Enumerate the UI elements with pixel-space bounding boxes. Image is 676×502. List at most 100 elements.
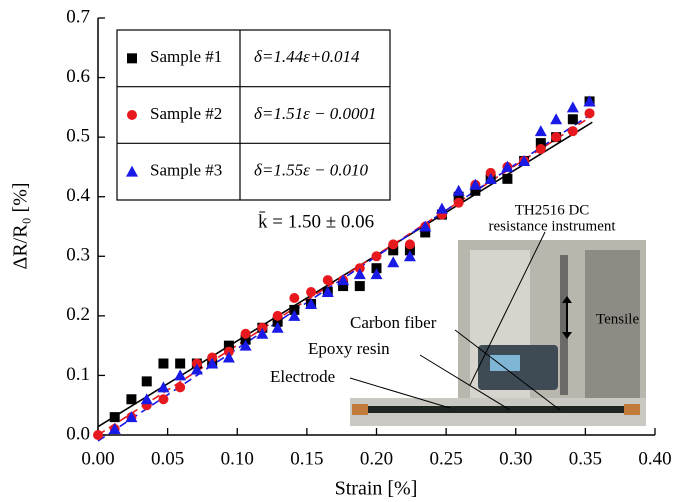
marker [550,113,563,125]
marker [584,108,595,119]
inset-label: TH2516 DC [515,202,590,218]
y-tick-label: 0.7 [66,6,90,27]
marker [388,245,399,256]
legend-equation: δ=1.44ε+0.014 [254,47,360,66]
marker [501,160,514,172]
marker [127,110,137,120]
x-tick-label: 0.10 [221,448,254,469]
marker [175,382,186,393]
marker [206,357,219,369]
y-tick-label: 0.1 [66,364,90,385]
marker [470,185,481,196]
photo-screen [490,355,520,371]
x-tick-label: 0.25 [430,448,463,469]
pointer-line [419,354,511,411]
y-tick-label: 0.4 [66,185,90,206]
marker [435,202,448,214]
arrow-head [562,296,572,303]
marker [272,310,283,321]
y-tick-label: 0.2 [66,304,90,325]
pointer-line [349,377,451,409]
marker [158,358,169,369]
x-tick-label: 0.15 [290,448,323,469]
marker [190,363,203,375]
marker [240,328,251,339]
marker [388,239,399,250]
marker [567,126,578,137]
marker [583,95,596,107]
inset-label: resistance instrument [488,218,616,234]
marker [419,220,432,232]
marker [174,369,187,381]
marker [337,274,350,286]
marker [222,351,235,363]
inset-label: Electrode [270,367,335,386]
marker [157,381,170,393]
marker [125,411,138,423]
marker [126,165,138,177]
marker [305,297,318,309]
legend-equation: δ=1.51ε − 0.0001 [254,104,377,123]
marker [126,394,137,405]
inset-label: Tensile [596,311,639,327]
legend-label: Sample #1 [150,47,222,66]
marker [453,197,464,208]
y-axis-label: ΔR/R₀ [%] [10,182,32,269]
pointer-line [454,329,561,411]
marker [354,281,365,292]
inset-label: Carbon fiber [350,313,437,332]
marker [321,286,334,298]
photo-wall [585,250,640,400]
marker [289,292,300,303]
marker [567,114,578,125]
marker [93,430,103,440]
marker [452,184,465,196]
legend-equation: δ=1.55ε − 0.010 [254,161,369,180]
marker [484,172,497,184]
x-tick-label: 0.20 [360,448,393,469]
photo-column [560,255,568,395]
marker [338,281,349,292]
x-tick-label: 0.05 [151,448,184,469]
marker [387,256,400,268]
y-tick-label: 0.5 [66,126,90,147]
x-tick-label: 0.40 [638,448,671,469]
legend-label: Sample #2 [150,104,222,123]
marker [127,53,137,64]
marker [403,250,416,262]
marker [353,268,366,280]
marker [566,101,579,113]
arrow-head [562,332,572,339]
photo-strip [355,406,635,413]
marker [518,154,531,166]
x-tick-label: 0.35 [569,448,602,469]
marker [534,125,547,137]
marker [453,191,464,202]
marker [420,227,431,238]
marker [140,393,153,405]
inset-label: Epoxy resin [308,339,390,358]
photo-electrode [624,404,640,415]
marker [271,321,284,333]
marker [141,376,152,387]
inset-photo: TH2516 DC resistance instrument Tensile … [270,202,646,426]
marker [158,394,169,405]
marker [502,173,513,184]
y-tick-label: 0.3 [66,245,90,266]
marker [256,327,269,339]
legend-box [116,29,391,201]
marker [223,340,234,351]
x-tick-label: 0.00 [81,448,114,469]
marker [404,239,415,250]
marker [370,268,383,280]
legend-label: Sample #3 [150,161,222,180]
marker [469,178,482,190]
marker [239,339,252,351]
annotation: k̄ = 1.50 ± 0.06 [258,211,374,232]
photo-electrode [352,404,368,415]
marker [288,309,301,321]
marker [108,423,121,435]
y-tick-label: 0.0 [66,423,90,444]
marker [109,412,120,423]
